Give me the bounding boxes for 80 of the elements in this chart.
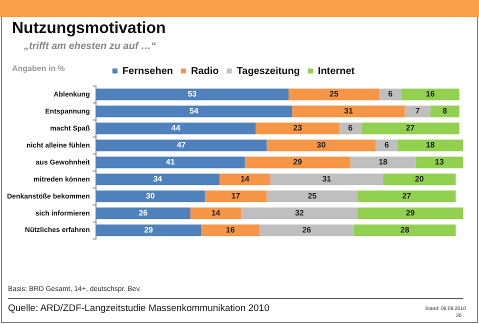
bar	[96, 88, 289, 100]
bar	[96, 208, 190, 220]
bar	[383, 174, 456, 186]
bar	[256, 122, 340, 134]
bar	[96, 156, 245, 168]
data-label: 17	[231, 192, 241, 201]
data-label: 32	[294, 208, 304, 218]
legend-label: Fernsehen	[122, 66, 173, 77]
bar	[270, 174, 384, 186]
bar	[201, 224, 260, 236]
data-label: 6	[388, 90, 394, 99]
bar	[244, 156, 350, 168]
data-label: 18	[378, 158, 388, 167]
data-label: 27	[402, 192, 412, 201]
data-label: 29	[144, 226, 154, 235]
bar	[241, 208, 358, 220]
data-label: 28	[400, 226, 410, 235]
bar	[219, 174, 270, 186]
chart-subtitle: „trifft am ehesten zu auf …“	[24, 41, 156, 52]
data-label: 16	[226, 226, 236, 235]
data-label: 27	[406, 124, 416, 133]
data-label: 30	[316, 140, 326, 150]
bar	[339, 122, 362, 134]
data-label: 14	[211, 208, 221, 218]
bar	[401, 88, 460, 100]
bar	[350, 156, 416, 168]
data-label: 7	[415, 106, 420, 116]
bar	[292, 106, 405, 118]
bar	[361, 122, 460, 134]
bar	[96, 106, 292, 118]
data-label: 16	[426, 90, 436, 99]
data-label: 6	[348, 124, 354, 133]
bar	[190, 208, 242, 220]
bar	[96, 122, 256, 134]
legend-label: Radio	[190, 66, 219, 77]
data-label: 6	[384, 140, 390, 150]
text: Angaben in %	[12, 64, 65, 73]
data-label: 25	[308, 192, 318, 201]
data-label: 44	[171, 124, 181, 133]
bar	[404, 106, 430, 118]
bar	[358, 190, 456, 202]
data-label: 26	[138, 208, 148, 218]
bar	[266, 140, 376, 152]
data-label: 13	[434, 158, 444, 167]
bar	[398, 140, 463, 152]
data-label: 47	[176, 140, 186, 150]
data-label: 34	[153, 174, 163, 184]
data-label: 26	[302, 226, 312, 235]
bar	[204, 190, 267, 202]
data-label: 25	[330, 90, 339, 99]
data-label: 41	[166, 158, 176, 167]
chart-title: Nutzungsmotivation	[12, 20, 166, 38]
bar	[96, 190, 205, 202]
data-label: 30	[146, 192, 156, 201]
data-label: 23	[293, 124, 303, 133]
data-label: 53	[188, 90, 198, 99]
bar	[96, 140, 267, 152]
source-note: Quelle: ARD/ZDF-Langzeitstudie Massenkommunikation 2010	[8, 303, 270, 314]
bar	[354, 224, 456, 236]
bar	[416, 156, 463, 168]
bar	[96, 224, 202, 236]
data-label: 29	[293, 158, 303, 167]
data-label: 14	[240, 174, 250, 184]
bar	[288, 88, 380, 100]
bar	[266, 190, 358, 202]
data-label: 18	[426, 140, 436, 150]
data-label: 31	[344, 106, 354, 116]
data-label: 8	[442, 106, 448, 116]
bar	[259, 224, 354, 236]
data-label: 54	[190, 106, 199, 116]
bar	[376, 140, 398, 152]
data-label: 29	[406, 208, 416, 218]
bar	[430, 106, 460, 118]
data-label: 20	[414, 174, 424, 184]
legend-label: Tageszeitung	[236, 66, 300, 77]
legend-label: Internet	[318, 66, 356, 77]
data-label: 31	[322, 174, 332, 184]
bar	[96, 174, 220, 186]
bar	[379, 88, 402, 100]
bar	[358, 208, 463, 220]
